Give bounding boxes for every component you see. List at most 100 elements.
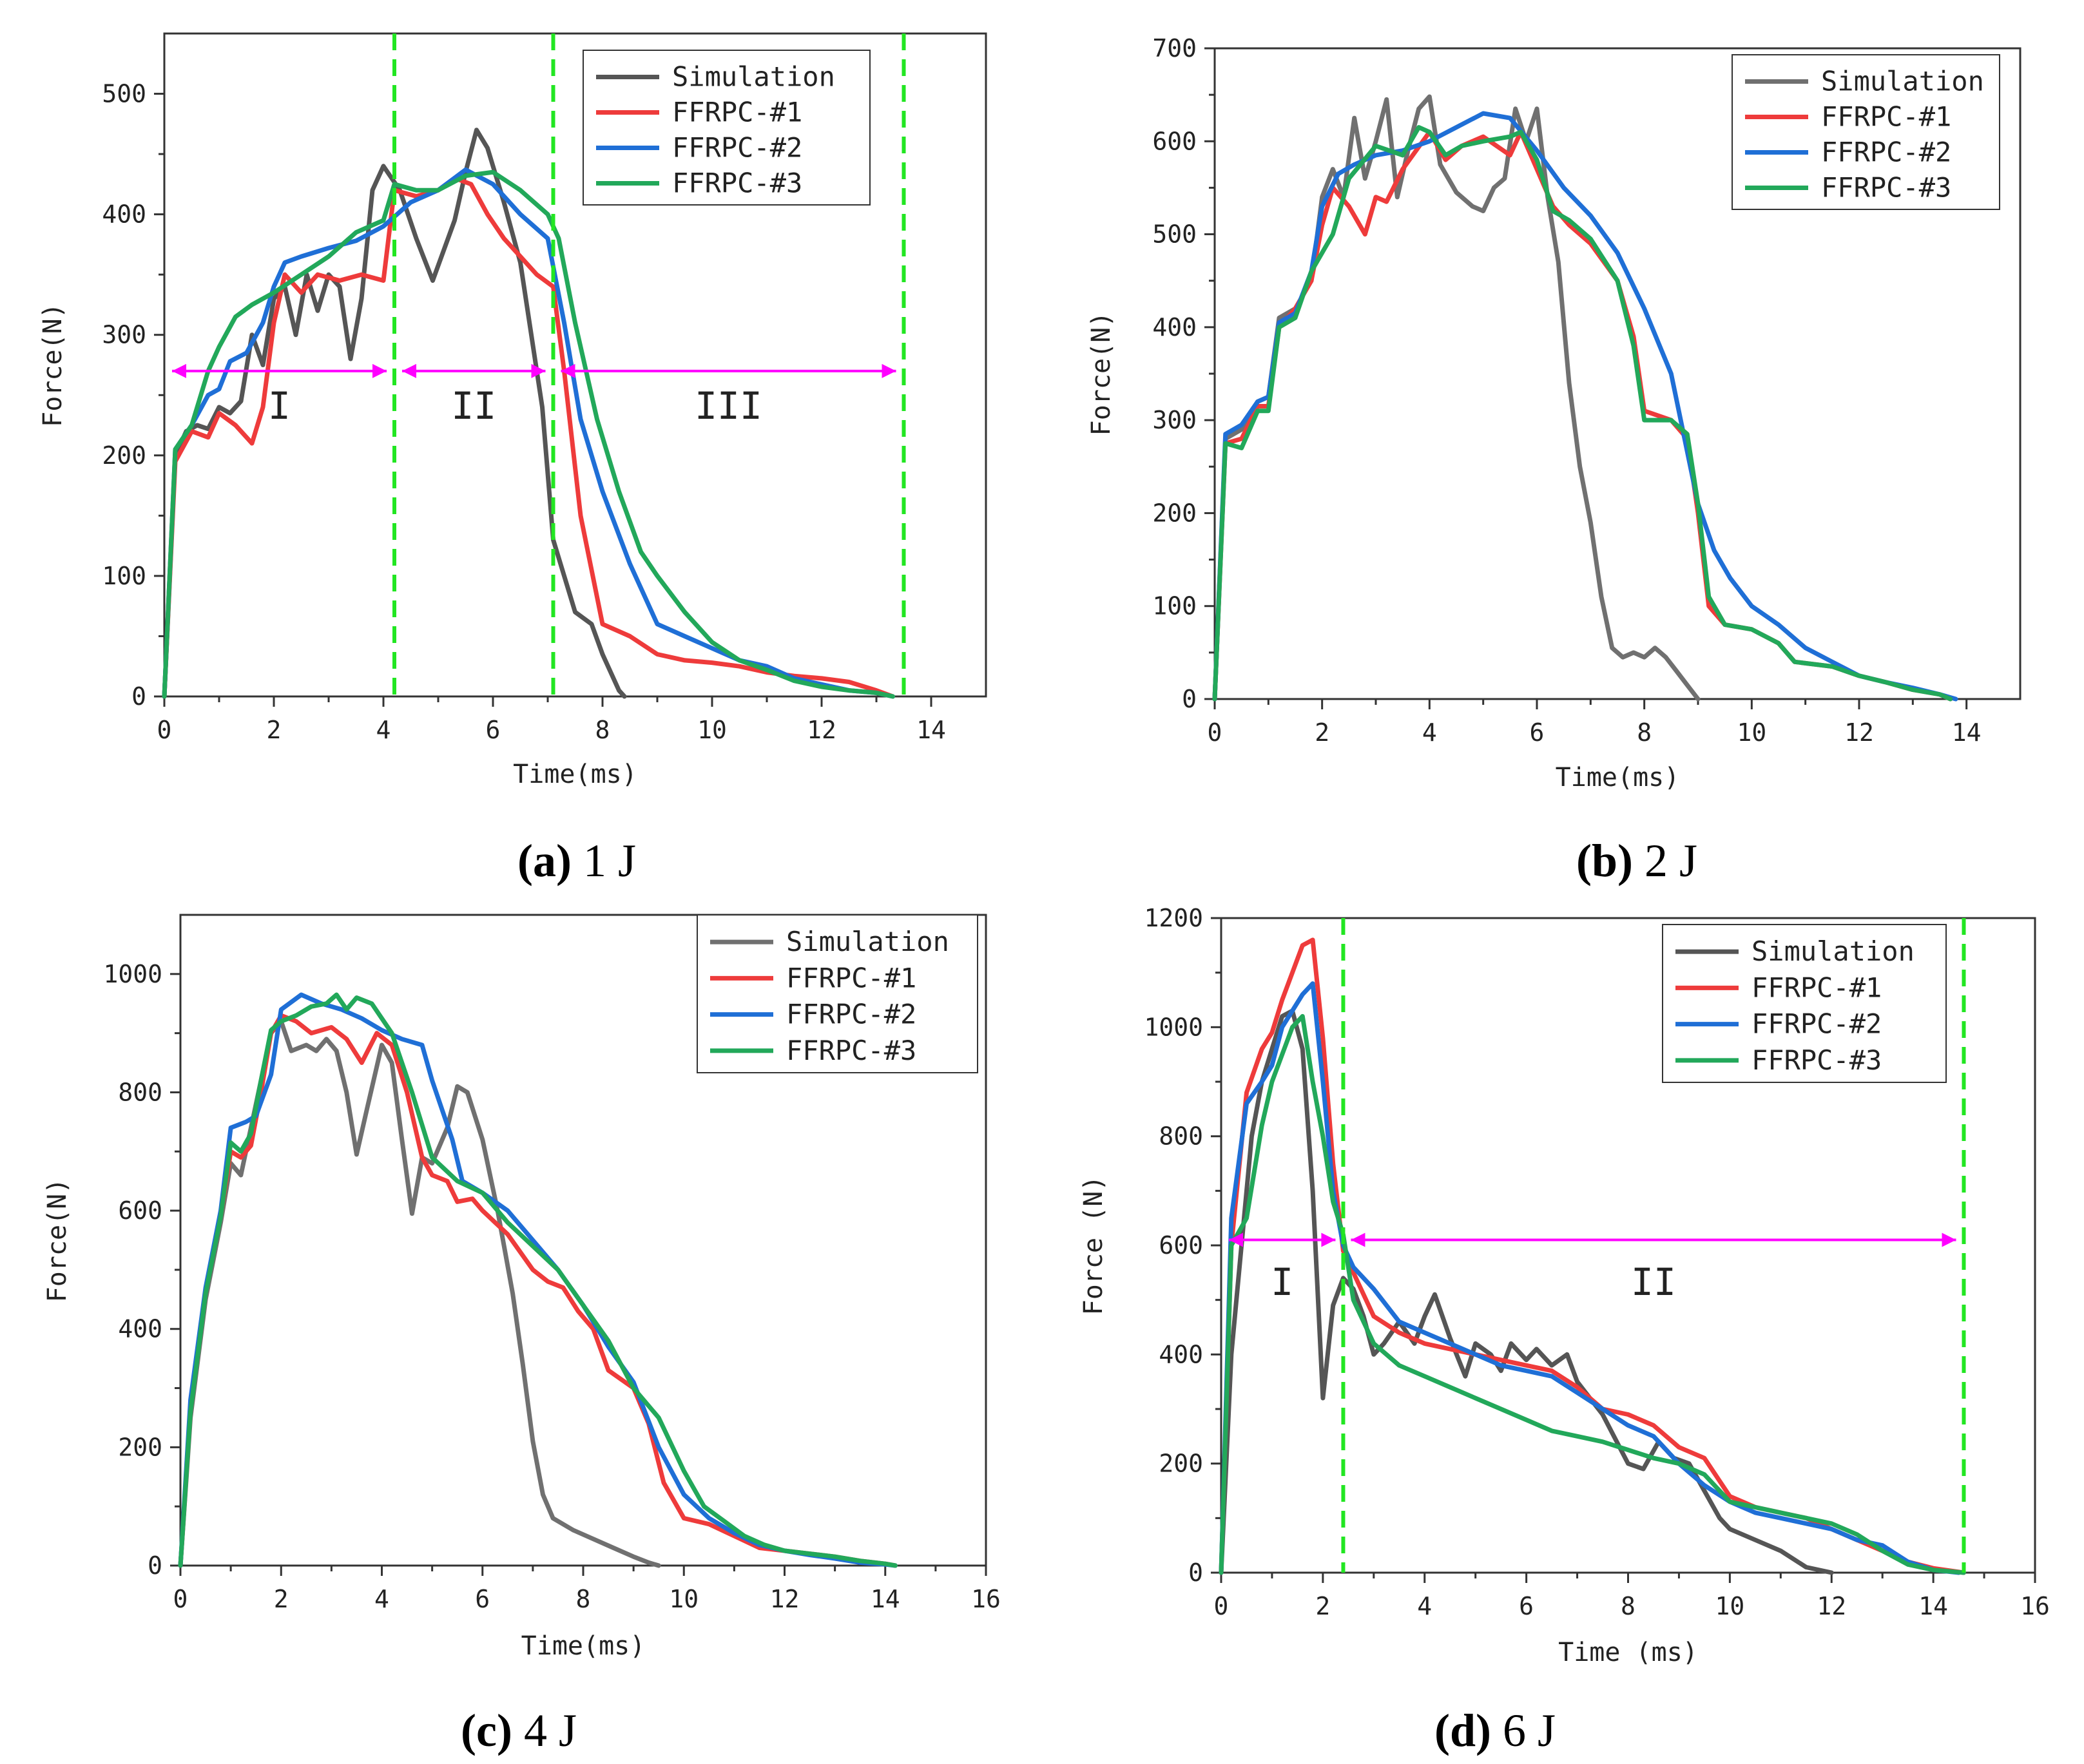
y-tick-label: 800 <box>1159 1122 1203 1151</box>
x-tick-label: 0 <box>173 1585 188 1613</box>
legend-label: Simulation <box>786 926 949 957</box>
x-tick-label: 2 <box>267 716 282 744</box>
x-tick-label: 6 <box>475 1585 490 1613</box>
legend-label: Simulation <box>672 61 835 93</box>
arrow-head-left <box>172 363 186 378</box>
caption-letter: (c) <box>461 1705 512 1756</box>
arrow-head-right <box>1942 1232 1956 1247</box>
y-tick-label: 400 <box>102 200 146 229</box>
chart-panel-4: 0 2 4 6 8 10 12 14 16 0 200 400 600 800 1000 1200 Time (… <box>1079 904 2050 1756</box>
caption-energy: 4 J <box>512 1705 577 1756</box>
x-tick-label: 6 <box>486 716 501 744</box>
y-tick-label: 300 <box>1152 406 1197 434</box>
x-tick-label: 14 <box>1952 718 1982 747</box>
x-tick-label: 8 <box>1637 718 1652 747</box>
x-tick-label: 0 <box>157 716 172 744</box>
arrow-head-right <box>882 363 896 378</box>
legend-label: Simulation <box>1821 66 1984 97</box>
legend-label: FFRPC-#2 <box>1821 137 1951 168</box>
legend-label: FFRPC-#1 <box>786 962 916 993</box>
legend-label: Simulation <box>1751 935 1915 967</box>
x-tick-label: 4 <box>1422 718 1437 747</box>
x-axis-label: Time(ms) <box>521 1631 646 1661</box>
x-tick-label: 4 <box>374 1585 389 1613</box>
y-tick-label: 700 <box>1152 34 1197 62</box>
y-tick-label: 600 <box>1152 127 1197 155</box>
y-tick-label: 600 <box>1159 1231 1203 1260</box>
arrow-head-left <box>402 363 416 378</box>
y-tick-label: 200 <box>118 1433 162 1461</box>
legend-label: FFRPC-#2 <box>672 132 802 164</box>
panel-caption: (c) 4 J <box>461 1705 577 1756</box>
x-tick-label: 6 <box>1519 1592 1534 1620</box>
series-line-ffrpc-1 <box>178 1013 898 1568</box>
legend-label: FFRPC-#3 <box>1751 1044 1882 1076</box>
chart-panel-2: 0 2 4 6 8 10 12 14 0 100 200 300 400 500 600 700 Time(ms… <box>1086 34 2021 887</box>
y-tick-label: 600 <box>118 1196 162 1225</box>
series-line-simulation <box>1212 94 1701 702</box>
y-tick-label: 0 <box>1188 1558 1203 1587</box>
arrow-head-left <box>1351 1232 1365 1247</box>
stage-label: I <box>268 384 291 428</box>
series-line-simulation <box>178 1019 661 1568</box>
caption-letter: (a) <box>517 835 572 887</box>
stage-label: III <box>695 384 762 428</box>
x-tick-label: 4 <box>1417 1592 1432 1620</box>
x-tick-label: 12 <box>770 1585 800 1613</box>
y-axis-label: Force(N) <box>1086 312 1116 436</box>
caption-energy: 6 J <box>1491 1705 1556 1756</box>
y-tick-label: 1000 <box>103 960 162 988</box>
y-tick-label: 100 <box>1152 592 1197 620</box>
series-line-ffrpc-1 <box>1212 129 1953 702</box>
y-tick-label: 0 <box>148 1551 162 1580</box>
series-line-ffrpc-3 <box>178 992 898 1568</box>
series-line-ffrpc-3 <box>162 169 895 699</box>
legend-label: FFRPC-#1 <box>1751 972 1882 1003</box>
x-tick-label: 16 <box>971 1585 1001 1613</box>
plot-frame <box>163 32 987 698</box>
legend-label: FFRPC-#1 <box>1821 101 1951 133</box>
x-tick-label: 14 <box>1918 1592 1948 1620</box>
x-tick-label: 12 <box>1844 718 1874 747</box>
x-tick-label: 8 <box>576 1585 591 1613</box>
chart-panel-1: 0 2 4 6 8 10 12 14 0 100 200 300 400 500 Time(ms) Force… <box>38 32 987 887</box>
y-tick-label: 300 <box>102 321 146 349</box>
legend-label: FFRPC-#3 <box>672 168 802 199</box>
y-tick-label: 500 <box>1152 220 1197 249</box>
x-tick-label: 12 <box>1817 1592 1846 1620</box>
y-tick-label: 100 <box>102 562 146 590</box>
y-tick-label: 0 <box>131 682 146 711</box>
x-tick-label: 16 <box>2020 1592 2050 1620</box>
legend-label: FFRPC-#2 <box>786 999 916 1030</box>
series-line-simulation <box>1219 1008 1834 1575</box>
x-tick-label: 10 <box>1715 1592 1744 1620</box>
caption-energy: 2 J <box>1633 835 1697 887</box>
x-tick-label: 0 <box>1208 718 1222 747</box>
x-axis-label: Time(ms) <box>513 760 637 789</box>
series-line-ffrpc-2 <box>1219 981 1962 1575</box>
x-tick-label: 10 <box>697 716 727 744</box>
arrow-head-right <box>372 363 387 378</box>
chart-panel-3: 0 2 4 6 8 10 12 14 16 0 200 400 600 800 1000 Time(ms) Fo… <box>43 914 1001 1756</box>
x-tick-label: 6 <box>1530 718 1545 747</box>
series-line-simulation <box>162 128 627 699</box>
caption-energy: 1 J <box>572 835 636 887</box>
x-tick-label: 4 <box>376 716 391 744</box>
y-tick-label: 1000 <box>1144 1013 1203 1041</box>
arrow-head-right <box>1321 1232 1336 1247</box>
stage-label: II <box>451 384 496 428</box>
x-tick-label: 10 <box>669 1585 699 1613</box>
series-line-ffrpc-3 <box>1219 1013 1966 1575</box>
y-tick-label: 200 <box>102 441 146 470</box>
series-line-ffrpc-2 <box>162 167 895 699</box>
arrow-head-left <box>1229 1232 1243 1247</box>
y-tick-label: 200 <box>1152 499 1197 527</box>
panel-caption: (d) 6 J <box>1434 1705 1556 1756</box>
y-tick-label: 400 <box>1159 1340 1203 1368</box>
stage-label: I <box>1271 1260 1293 1304</box>
series-line-ffrpc-1 <box>162 176 895 699</box>
y-tick-label: 500 <box>102 80 146 108</box>
y-tick-label: 400 <box>118 1315 162 1343</box>
y-tick-label: 0 <box>1182 685 1197 713</box>
